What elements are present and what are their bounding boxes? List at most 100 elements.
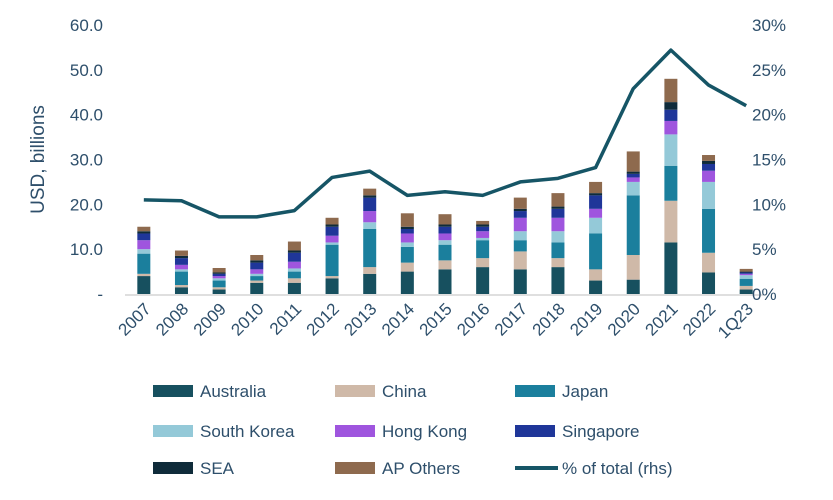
bar-segment (476, 224, 490, 227)
bar-segment (287, 271, 301, 279)
bar-segment (400, 226, 414, 229)
x-tick-label: 2020 (604, 299, 644, 339)
bar-segment (702, 181, 716, 209)
x-tick-label: 2019 (566, 299, 606, 339)
bar-segment (664, 102, 678, 110)
legend-swatch (335, 462, 375, 474)
bar-segment (551, 208, 565, 218)
bar-segment (212, 287, 226, 290)
bar-segment (664, 120, 678, 135)
bar-segment (664, 200, 678, 243)
bar-segment (438, 214, 452, 225)
legend-label: SEA (200, 459, 235, 478)
bar-segment (287, 252, 301, 262)
bar-segment (626, 195, 640, 255)
bar-segment (739, 289, 753, 294)
bar-segment (212, 276, 226, 279)
legend-label: % of total (rhs) (562, 459, 673, 478)
bar-segment (363, 228, 377, 268)
bar-segment (137, 226, 151, 232)
x-tick-label: 2009 (190, 299, 230, 339)
bar-segment (438, 244, 452, 261)
bar-segment (551, 217, 565, 232)
bar-segment (212, 289, 226, 294)
bar-segment (626, 173, 640, 178)
bar-segment (513, 217, 527, 232)
bar-segment (476, 231, 490, 238)
bar-segment (400, 271, 414, 294)
bar-segment (363, 267, 377, 274)
bar-segment (137, 276, 151, 294)
bar-segment (664, 109, 678, 121)
bar-segment (174, 285, 188, 288)
y-tick-label: 10.0 (70, 240, 103, 259)
bar-segment (551, 206, 565, 209)
bar-segment (287, 261, 301, 269)
legend-label: China (382, 382, 427, 401)
legend-swatch (335, 425, 375, 437)
bar-segment (250, 280, 264, 283)
bar-segment (739, 273, 753, 276)
bar-segment (363, 222, 377, 229)
bar-segment (400, 213, 414, 227)
legend-swatch (153, 385, 193, 397)
bar-segment (400, 262, 414, 272)
bar-segment (551, 242, 565, 259)
y2-tick-label: 25% (752, 61, 786, 80)
legend-swatch (515, 385, 555, 397)
x-tick-label: 2011 (266, 299, 305, 338)
bar-segment (589, 217, 603, 234)
bar-segment (702, 160, 716, 164)
bar-segment (137, 231, 151, 234)
legend-swatch (153, 425, 193, 437)
y-axis-label: USD, billions (28, 105, 49, 214)
bar-segment (589, 181, 603, 194)
x-tick-label: 2018 (529, 299, 569, 339)
bar-segment (702, 208, 716, 253)
x-tick-label: 2022 (679, 299, 719, 339)
bar-segment (250, 254, 264, 261)
bar-segment (438, 269, 452, 294)
legend-label: AP Others (382, 459, 460, 478)
bar-segment (400, 242, 414, 247)
bar-segment (287, 282, 301, 294)
y-tick-label: 40.0 (70, 106, 103, 125)
bar-segment (589, 269, 603, 281)
bar-segment (325, 226, 339, 236)
bar-segment (513, 240, 527, 252)
y2-tick-label: 30% (752, 16, 786, 35)
bar-segment (325, 278, 339, 294)
x-tick-label: 2007 (114, 299, 154, 339)
bar-segment (626, 151, 640, 172)
bar-segment (702, 155, 716, 161)
bar-segment (137, 249, 151, 254)
bar-segment (400, 228, 414, 234)
bar-segment (702, 163, 716, 171)
legend-swatch (515, 425, 555, 437)
bar-segment (739, 272, 753, 274)
bar-segment (702, 272, 716, 294)
y-tick-label: 50.0 (70, 61, 103, 80)
bar-segment (325, 242, 339, 245)
bar-segment (513, 269, 527, 294)
bar-segment (513, 208, 527, 212)
bar-segment (476, 220, 490, 225)
x-tick-label: 2017 (491, 299, 531, 339)
bar-segment (174, 255, 188, 259)
bar-segment (250, 276, 264, 281)
bar-segment (137, 233, 151, 241)
bar-segment (287, 241, 301, 251)
bar-segment (664, 242, 678, 294)
y2-tick-label: 10% (752, 195, 786, 214)
x-tick-label: 2014 (378, 299, 418, 339)
bar-segment (287, 268, 301, 272)
bar-segment (174, 269, 188, 272)
bar-segment (250, 262, 264, 270)
bar-segment (551, 231, 565, 243)
bar-segment (325, 244, 339, 277)
bar-segment (174, 250, 188, 256)
legend-label: Japan (562, 382, 608, 401)
y2-tick-label: 0% (752, 285, 777, 304)
bar-segment (363, 273, 377, 294)
